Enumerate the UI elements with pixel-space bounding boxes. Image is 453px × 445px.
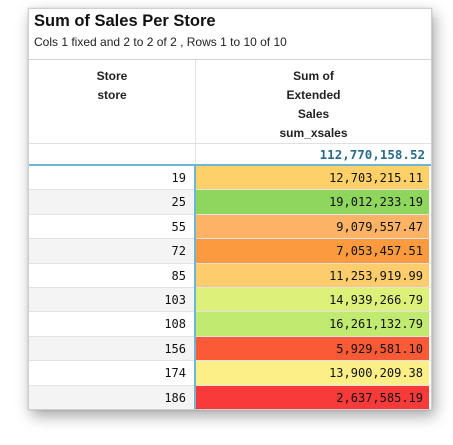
table-row[interactable]: 108 16,261,132.79 xyxy=(29,312,431,337)
store-cell[interactable]: 108 xyxy=(29,312,194,336)
store-cell[interactable]: 103 xyxy=(29,287,194,312)
table-row[interactable]: 156 5,929,581.10 xyxy=(29,336,431,362)
store-value: 85 xyxy=(171,268,186,283)
report-title: Sum of Sales Per Store xyxy=(34,12,216,30)
column-header-store-label: Store xyxy=(96,69,128,83)
store-value: 174 xyxy=(164,366,186,381)
total-row: 112,770,158.52 xyxy=(29,143,431,166)
sales-cell[interactable]: 19,012,233.19 xyxy=(196,190,429,214)
sales-cell[interactable]: 5,929,581.10 xyxy=(196,336,429,361)
sales-cell[interactable]: 9,079,557.47 xyxy=(196,214,429,239)
sales-cell[interactable]: 11,253,919.99 xyxy=(196,263,429,287)
store-value: 156 xyxy=(164,341,186,356)
header-column-divider xyxy=(195,60,196,175)
store-value: 108 xyxy=(164,317,186,332)
sales-value: 13,900,209.38 xyxy=(329,366,423,381)
sales-cell[interactable]: 7,053,457.51 xyxy=(196,239,429,263)
sales-value: 2,637,585.19 xyxy=(336,390,423,405)
sales-value: 5,929,581.10 xyxy=(336,341,423,356)
sales-cell[interactable]: 16,261,132.79 xyxy=(196,312,429,336)
sales-cell[interactable]: 2,637,585.19 xyxy=(196,385,429,409)
total-value: 112,770,158.52 xyxy=(319,147,425,162)
sales-value: 16,261,132.79 xyxy=(329,317,423,332)
table-row[interactable]: 85 11,253,919.99 xyxy=(29,263,431,288)
table-row[interactable]: 174 13,900,209.38 xyxy=(29,361,431,386)
column-header-sales-label-2: Extended xyxy=(286,88,341,102)
store-cell[interactable]: 174 xyxy=(29,361,194,385)
table-row[interactable]: 103 14,939,266.79 xyxy=(29,287,431,313)
column-header-sales-label-1: Sum of xyxy=(293,69,334,83)
sales-value: 14,939,266.79 xyxy=(329,292,423,307)
report-subtitle: Cols 1 fixed and 2 to 2 of 2 , Rows 1 to… xyxy=(34,35,287,49)
store-value: 55 xyxy=(171,219,186,234)
table-body: 19 12,703,215.11 25 19,012,233.19 55 9,079,55… xyxy=(29,166,431,409)
store-cell[interactable]: 72 xyxy=(29,239,194,263)
store-value: 103 xyxy=(164,292,186,307)
store-value: 19 xyxy=(171,171,186,185)
sales-cell[interactable]: 14,939,266.79 xyxy=(196,287,429,312)
report-window: Sum of Sales Per Store Cols 1 fixed and … xyxy=(28,8,432,410)
store-cell[interactable]: 55 xyxy=(29,214,194,239)
store-cell[interactable]: 25 xyxy=(29,190,194,214)
store-value: 72 xyxy=(171,244,186,259)
sales-cell[interactable]: 12,703,215.11 xyxy=(196,166,429,190)
sales-value: 11,253,919.99 xyxy=(329,268,423,283)
column-header-store-field: store xyxy=(97,88,127,102)
header-divider xyxy=(29,59,431,60)
sales-value: 9,079,557.47 xyxy=(336,219,423,234)
sales-value: 7,053,457.51 xyxy=(336,244,423,259)
table-row[interactable]: 72 7,053,457.51 xyxy=(29,239,431,264)
column-header-store[interactable]: Store store xyxy=(29,67,195,105)
store-value: 186 xyxy=(164,390,186,405)
frozen-row-divider xyxy=(29,164,431,166)
store-value: 25 xyxy=(171,195,186,210)
column-header-sales[interactable]: Sum of Extended Sales sum_xsales xyxy=(196,67,431,143)
frozen-column-divider xyxy=(194,166,196,409)
sales-cell[interactable]: 13,900,209.38 xyxy=(196,361,429,385)
sales-value: 19,012,233.19 xyxy=(329,195,423,210)
store-cell[interactable]: 85 xyxy=(29,263,194,287)
table-row[interactable]: 55 9,079,557.47 xyxy=(29,214,431,240)
table-row[interactable]: 25 19,012,233.19 xyxy=(29,190,431,215)
store-cell[interactable]: 156 xyxy=(29,336,194,361)
store-cell[interactable]: 186 xyxy=(29,385,194,409)
table-row[interactable]: 186 2,637,585.19 xyxy=(29,385,431,409)
table-row[interactable]: 19 12,703,215.11 xyxy=(29,166,431,191)
column-header-sales-label-3: Sales xyxy=(297,107,330,121)
sales-value: 12,703,215.11 xyxy=(329,171,423,185)
column-header-sales-field: sum_xsales xyxy=(279,126,348,140)
store-cell[interactable]: 19 xyxy=(29,166,194,190)
